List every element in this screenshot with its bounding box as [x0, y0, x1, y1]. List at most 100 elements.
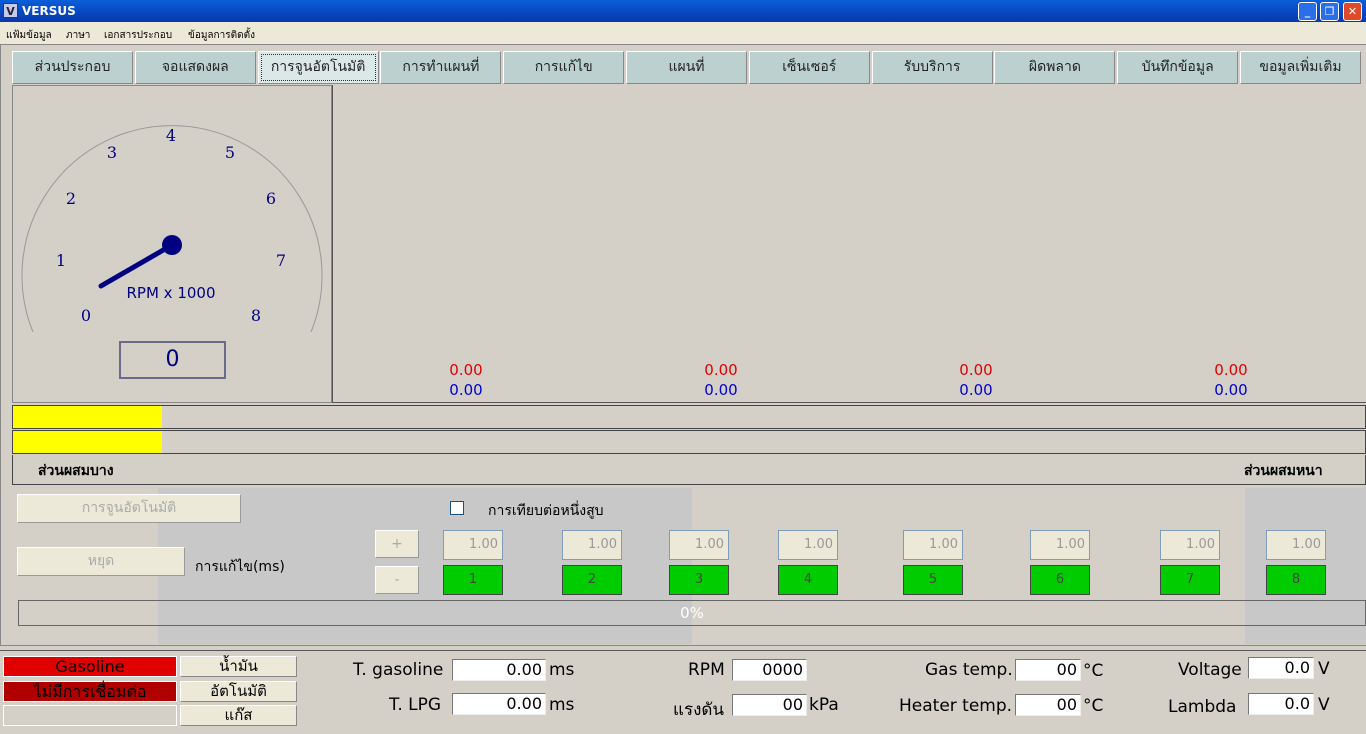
autotune-progress-bar: 0%	[18, 600, 1366, 626]
gas-button[interactable]: แก๊ส	[180, 705, 297, 726]
gas-temp-unit: °C	[1083, 661, 1104, 681]
chart-value-blue: 0.00	[704, 381, 738, 399]
menu-bar: แฟ้มข้อมูล ภาษา เอกสารประกอบ ข้อมูลการติ…	[0, 22, 1366, 44]
gauge-tick-label: 8	[251, 306, 261, 325]
mixture-bar-1	[12, 405, 1366, 429]
tab-4[interactable]: การแก้ไข	[503, 51, 625, 84]
fuel-indicator: Gasoline	[3, 656, 177, 677]
cylinder-button[interactable]: 7	[1160, 565, 1220, 595]
gas-temp-field: 00	[1015, 659, 1081, 681]
cylinder-correction-input[interactable]: 1.00	[1160, 530, 1220, 560]
chart-value-blue: 0.00	[1214, 381, 1248, 399]
lambda-unit: V	[1318, 695, 1330, 715]
tab-3[interactable]: การทำแผนที่	[380, 51, 502, 84]
heater-temp-unit: °C	[1083, 696, 1104, 716]
gauge-tick-label: 6	[266, 189, 276, 208]
rich-label: ส่วนผสมหนา	[1244, 463, 1323, 479]
chart-value-blue: 0.00	[449, 381, 483, 399]
rpm-readout: 0	[119, 341, 226, 379]
restore-button[interactable]: ❐	[1320, 2, 1339, 21]
voltage-field: 0.0	[1248, 657, 1314, 679]
cylinder-correction-input[interactable]: 1.00	[562, 530, 622, 560]
rpm-gauge: 0 1 2 3 4 5 6 7 8 RPM x 1000	[21, 125, 323, 333]
t-gasoline-field: 0.00	[452, 659, 546, 681]
cylinder-correction-input[interactable]: 1.00	[443, 530, 503, 560]
t-lpg-label: T. LPG	[389, 695, 442, 715]
close-button[interactable]: ✕	[1343, 2, 1362, 21]
cylinder-correction-input[interactable]: 1.00	[669, 530, 729, 560]
lambda-label: Lambda	[1168, 697, 1237, 717]
chart-value-blue: 0.00	[959, 381, 993, 399]
cylinder-correction-input[interactable]: 1.00	[778, 530, 838, 560]
title-bar: V VERSUS _ ❐ ✕	[0, 0, 1366, 22]
status-blank	[3, 705, 177, 726]
main-frame	[0, 44, 1366, 646]
mixture-bar-2	[12, 430, 1366, 454]
cylinder-correction-input[interactable]: 1.00	[1030, 530, 1090, 560]
gauge-tick-label: 5	[225, 143, 235, 162]
tab-7[interactable]: รับบริการ	[871, 51, 993, 84]
gauge-tick-label: 4	[166, 126, 176, 145]
tab-9[interactable]: บันทึกข้อมูล	[1117, 51, 1239, 84]
autotune-start-button[interactable]: การจูนอัตโนมัติ	[17, 494, 241, 523]
gauge-needle	[98, 242, 175, 289]
chart-value-red: 0.00	[449, 361, 483, 379]
tab-8[interactable]: ผิดพลาด	[994, 51, 1116, 84]
t-gasoline-label: T. gasoline	[353, 660, 444, 680]
gauge-arc	[21, 125, 323, 333]
menu-docs[interactable]: เอกสารประกอบ	[104, 30, 173, 41]
chart-value-red: 0.00	[704, 361, 738, 379]
gauge-tick-label: 1	[56, 251, 66, 270]
tab-5[interactable]: แผนที่	[626, 51, 747, 84]
correction-label: การแก้ไข(ms)	[195, 559, 285, 575]
auto-button[interactable]: อัตโนมัติ	[180, 681, 297, 702]
heater-temp-field: 00	[1015, 694, 1081, 716]
cylinder-correction-input[interactable]: 1.00	[903, 530, 963, 560]
tab-1[interactable]: จอแสดงผล	[134, 51, 256, 84]
t-gasoline-unit: ms	[549, 660, 575, 680]
menu-install-info[interactable]: ข้อมูลการติดตั้ง	[188, 30, 255, 41]
cylinder-button[interactable]: 3	[669, 565, 729, 595]
pressure-unit: kPa	[809, 695, 839, 715]
cylinder-correction-input[interactable]: 1.00	[1266, 530, 1326, 560]
mixture-label-row	[12, 455, 1366, 485]
plus-button[interactable]: +	[375, 530, 419, 558]
cylinder-button[interactable]: 2	[562, 565, 622, 595]
tab-10[interactable]: ขอมูลเพิ่มเติม	[1240, 51, 1361, 84]
minimize-button[interactable]: _	[1298, 2, 1317, 21]
tab-6[interactable]: เซ็นเซอร์	[748, 51, 870, 84]
per-cylinder-checkbox[interactable]	[450, 501, 464, 515]
rpm-label: RPM	[688, 660, 725, 680]
cylinder-button[interactable]: 8	[1266, 565, 1326, 595]
mixture-bar-1-fill	[13, 406, 162, 428]
tab-2[interactable]: การจูนอัตโนมัติ	[257, 51, 379, 84]
cylinder-button[interactable]: 4	[778, 565, 838, 595]
app-logo: V	[3, 3, 18, 18]
voltage-unit: V	[1318, 659, 1330, 679]
menu-file[interactable]: แฟ้มข้อมูล	[6, 30, 52, 41]
heater-temp-label: Heater temp.	[899, 696, 1013, 716]
gas-temp-label: Gas temp.	[925, 660, 1013, 680]
t-lpg-field: 0.00	[452, 693, 546, 715]
minus-button[interactable]: -	[375, 566, 419, 594]
cylinder-button[interactable]: 1	[443, 565, 503, 595]
lambda-field: 0.0	[1248, 693, 1314, 715]
pressure-field: 00	[732, 694, 807, 716]
cylinder-button[interactable]: 6	[1030, 565, 1090, 595]
gauge-tick-label: 0	[81, 306, 91, 325]
autotune-stop-button[interactable]: หยุด	[17, 547, 185, 576]
lean-label: ส่วนผสมบาง	[38, 463, 114, 479]
rpm-field: 0000	[732, 659, 807, 681]
t-lpg-unit: ms	[549, 695, 575, 715]
status-panel	[0, 650, 1366, 734]
pressure-label: แรงดัน	[673, 700, 725, 720]
petrol-button[interactable]: น้ำมัน	[180, 656, 297, 677]
window-title: VERSUS	[22, 4, 76, 18]
menu-language[interactable]: ภาษา	[66, 30, 91, 41]
connection-status: ไม่มีการเชื่อมต่อ	[3, 681, 177, 702]
tab-0[interactable]: ส่วนประกอบ	[12, 51, 133, 84]
gauge-tick-label: 7	[276, 251, 286, 270]
gauge-tick-label: 3	[107, 143, 117, 162]
per-cylinder-label: การเทียบต่อหนึ่งสูบ	[488, 503, 604, 519]
cylinder-button[interactable]: 5	[903, 565, 963, 595]
